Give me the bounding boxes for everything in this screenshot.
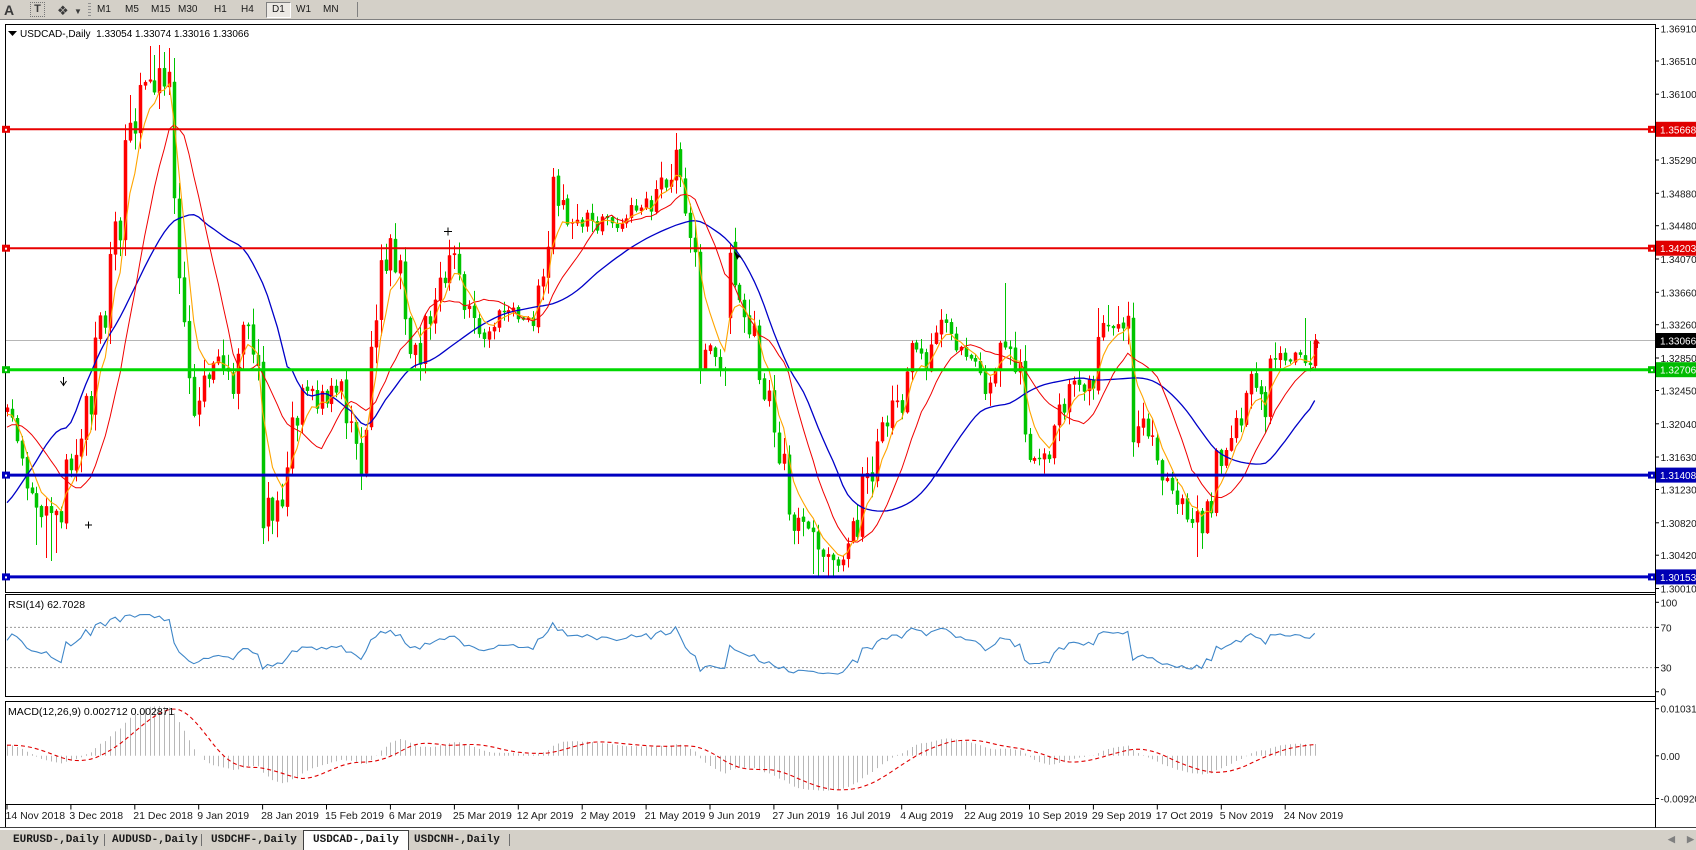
svg-text:-0.00920: -0.00920: [1661, 795, 1696, 806]
svg-text:0: 0: [1661, 688, 1667, 699]
svg-text:1.35290: 1.35290: [1661, 156, 1696, 167]
svg-text:22 Aug 2019: 22 Aug 2019: [964, 810, 1023, 822]
svg-text:6 Mar 2019: 6 Mar 2019: [389, 810, 442, 822]
svg-text:9 Jun 2019: 9 Jun 2019: [709, 810, 761, 822]
svg-text:1.32706: 1.32706: [1660, 366, 1696, 377]
svg-text:1.33066: 1.33066: [1660, 337, 1696, 348]
svg-text:2 May 2019: 2 May 2019: [581, 810, 636, 822]
svg-text:MACD(12,26,9) 0.002712 0.00287: MACD(12,26,9) 0.002712 0.002871: [8, 706, 175, 718]
svg-text:0.010311: 0.010311: [1661, 705, 1696, 716]
svg-text:100: 100: [1661, 598, 1678, 609]
svg-text:USDCAD-,Daily 1.33054 1.33074: USDCAD-,Daily 1.33054 1.33074 1.33016 1.…: [20, 29, 249, 40]
svg-text:0.00: 0.00: [1661, 752, 1681, 763]
svg-text:1.33260: 1.33260: [1661, 321, 1696, 332]
svg-text:27 Jun 2019: 27 Jun 2019: [772, 810, 830, 822]
svg-text:25 Mar 2019: 25 Mar 2019: [453, 810, 512, 822]
svg-text:10 Sep 2019: 10 Sep 2019: [1028, 810, 1088, 822]
svg-text:17 Oct 2019: 17 Oct 2019: [1156, 810, 1213, 822]
svg-text:1.30420: 1.30420: [1661, 551, 1696, 562]
svg-text:21 Dec 2018: 21 Dec 2018: [133, 810, 193, 822]
svg-text:1.30010: 1.30010: [1661, 585, 1696, 596]
svg-text:30: 30: [1661, 664, 1673, 675]
svg-text:70: 70: [1661, 623, 1673, 634]
svg-text:28 Jan 2019: 28 Jan 2019: [261, 810, 319, 822]
svg-text:1.34480: 1.34480: [1661, 222, 1696, 233]
svg-text:1.30820: 1.30820: [1661, 519, 1696, 530]
svg-text:1.34880: 1.34880: [1661, 189, 1696, 200]
svg-text:1.31408: 1.31408: [1660, 471, 1696, 482]
svg-text:1.31630: 1.31630: [1661, 453, 1696, 464]
svg-text:1.36910: 1.36910: [1661, 25, 1696, 36]
svg-text:12 Apr 2019: 12 Apr 2019: [517, 810, 574, 822]
svg-text:14 Nov 2018: 14 Nov 2018: [6, 810, 66, 822]
svg-text:3 Dec 2018: 3 Dec 2018: [69, 810, 123, 822]
svg-text:24 Nov 2019: 24 Nov 2019: [1284, 810, 1344, 822]
svg-text:1.36100: 1.36100: [1661, 90, 1696, 101]
svg-text:5 Nov 2019: 5 Nov 2019: [1220, 810, 1274, 822]
svg-text:1.36510: 1.36510: [1661, 57, 1696, 68]
svg-text:1.35668: 1.35668: [1660, 125, 1696, 136]
svg-text:21 May 2019: 21 May 2019: [645, 810, 706, 822]
svg-text:9 Jan 2019: 9 Jan 2019: [197, 810, 249, 822]
svg-text:1.33660: 1.33660: [1661, 288, 1696, 299]
svg-text:RSI(14) 62.7028: RSI(14) 62.7028: [8, 599, 85, 611]
svg-text:1.30153: 1.30153: [1660, 573, 1696, 584]
svg-text:1.32450: 1.32450: [1661, 387, 1696, 398]
svg-text:4 Aug 2019: 4 Aug 2019: [900, 810, 953, 822]
svg-text:1.34203: 1.34203: [1660, 244, 1696, 255]
svg-text:16 Jul 2019: 16 Jul 2019: [836, 810, 890, 822]
svg-text:1.31230: 1.31230: [1661, 486, 1696, 497]
svg-text:29 Sep 2019: 29 Sep 2019: [1092, 810, 1152, 822]
svg-text:1.32040: 1.32040: [1661, 420, 1696, 431]
svg-text:15 Feb 2019: 15 Feb 2019: [325, 810, 384, 822]
svg-text:1.34070: 1.34070: [1661, 255, 1696, 266]
